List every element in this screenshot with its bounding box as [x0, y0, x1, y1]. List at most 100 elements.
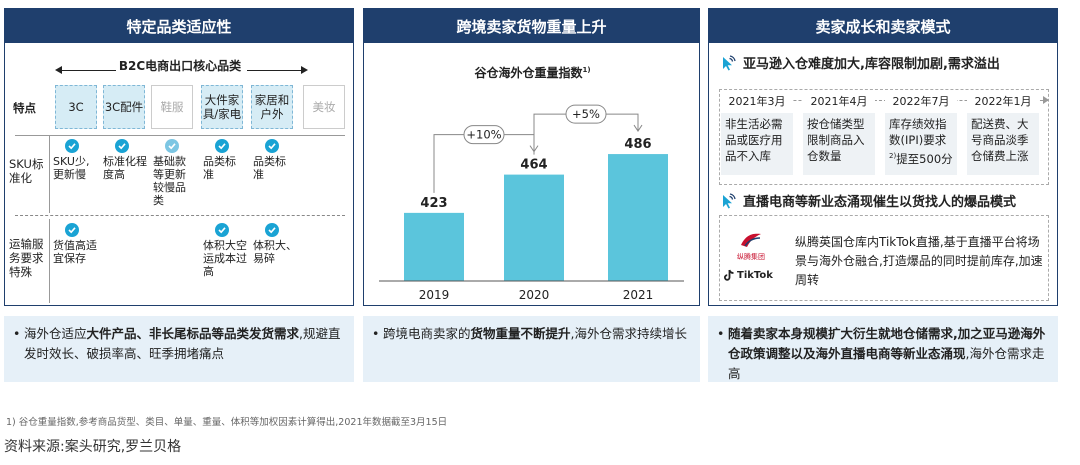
arrow-left-icon [55, 66, 62, 74]
bullet-text-bold: 随着卖家本身规模扩大衍生就地仓储需求,加之亚马逊海外仓政策调整以及海外直播电商等… [728, 326, 1046, 361]
panel-category-fit: 特定品类适应性 B2C电商出口核心品类 特点 3C 3C配件 鞋服 大件家具/家… [4, 8, 354, 306]
growth-pill [463, 125, 505, 145]
bullet-box-seller: • 随着卖家本身规模扩大衍生就地仓储需求,加之亚马逊海外仓政策调整以及海外直播电… [708, 316, 1058, 382]
check-icon [65, 223, 79, 237]
timeline-date: 2022年7月 [885, 93, 957, 109]
live-commerce-text: 纵腾英国仓库内TikTok直播,基于直播平台将场景与海外仓融合,打造爆品的同时提… [795, 235, 1043, 287]
bar-2021 [608, 154, 668, 281]
bar-value-label: 464 [520, 158, 547, 173]
bar-chart: 423 2019 464 2020 486 2021 +10% +5% [379, 104, 684, 302]
check-icon [265, 139, 279, 153]
bullet-dot: • [13, 326, 21, 341]
x-tick-label: 2019 [419, 288, 450, 302]
row-label-divider [49, 135, 50, 213]
panel-header: 跨境卖家货物重量上升 [364, 9, 699, 43]
category-home-outdoor: 家居和户外 [251, 85, 293, 129]
click-cursor-icon [723, 192, 736, 208]
timeline-date: 2021年3月 [721, 93, 793, 109]
category-beauty: 美妆 [303, 85, 345, 129]
check-icon [265, 223, 279, 237]
bullet-text-bold: 大件产品、非长尾标品等品类发货需求 [86, 326, 300, 341]
bullet-text: 跨境电商卖家的 [383, 326, 471, 341]
panel-header: 卖家成长和卖家模式 [709, 9, 1057, 43]
arrow-right-icon [301, 66, 308, 74]
bullet-text-bold: 货物重量不断提升 [470, 326, 571, 341]
footnote-mark: 2) [889, 152, 897, 160]
check-icon [165, 139, 179, 153]
row-label-divider [49, 219, 50, 303]
section-title-text: 直播电商等新业态涌现催生以货找人的爆品模式 [743, 195, 1017, 210]
chart-title-footnote-mark: 1) [582, 66, 591, 74]
sku-text-3c: SKU少,更新慢 [53, 155, 90, 181]
panel-header: 特定品类适应性 [5, 9, 353, 43]
row-divider-dashed [15, 215, 345, 216]
timeline-arrow-icon [1043, 96, 1049, 104]
logo-tiktok-text: TikTok [737, 270, 773, 281]
sku-text-home-outdoor: 品类标准 [253, 155, 286, 181]
ship-text-3c: 货值高适宜保存 [53, 239, 97, 265]
row-label-feature: 特点 [13, 101, 36, 115]
row-label-shipping: 运输服务要求特殊 [9, 237, 44, 279]
bar-2019 [404, 212, 464, 281]
logo-zongteng-text: 纵腾集团 [737, 253, 765, 261]
check-icon [65, 139, 79, 153]
check-icon [215, 223, 229, 237]
growth-pill [565, 104, 607, 124]
sku-text-3c-accessories: 标准化程度高 [103, 155, 147, 181]
panel-weight-increase: 跨境卖家货物重量上升 谷仓海外仓重量指数1) 423 2019 464 2020 486… [363, 8, 700, 306]
tiktok-logo-icon [724, 269, 734, 281]
section-title-amazon: 亚马逊入仓难度加大,库容限制加剧,需求溢出 [719, 53, 1000, 72]
ship-text-home-outdoor: 体积大、易碎 [253, 239, 297, 265]
check-icon [215, 139, 229, 153]
b2c-title: B2C电商出口核心品类 [118, 59, 242, 73]
timeline-card: 按仓储类型限制商品入仓数量 [803, 113, 875, 175]
zongteng-logo-icon [741, 233, 761, 247]
check-icon [115, 139, 129, 153]
bullet-box-category: • 海外仓适应大件产品、非长尾标品等品类发货需求,规避直发时效长、破损率高、旺季… [4, 316, 354, 382]
bullet-text: ,海外仓需求走高 [728, 346, 1045, 381]
bullet-text: ,规避直发时效长、破损率高、旺季拥堵痛点 [24, 326, 341, 361]
growth-arrow-icon [633, 124, 643, 132]
logo-tiktok: TikTok [723, 269, 773, 282]
timeline [719, 89, 1049, 185]
sku-text-apparel: 基础款等更新较慢品类 [153, 155, 186, 207]
growth-label: +10% [466, 128, 501, 142]
footnote: 1) 谷仓重量指数,参考商品货型、类目、单量、重量、体积等加权因素计算得出,20… [6, 417, 448, 428]
timeline-card: 非生活必需品或医疗用品不入库 [721, 113, 793, 175]
bullet-dot: • [717, 326, 725, 341]
bullet-text: ,海外仓需求持续增长 [570, 326, 688, 341]
bar-value-label: 423 [420, 196, 447, 211]
x-tick-label: 2020 [519, 288, 550, 302]
timeline-card-text: 库存绩效指数(IPI)要求 [889, 117, 947, 147]
row-label-sku: SKU标准化 [9, 157, 44, 185]
category-3c: 3C [55, 85, 97, 129]
bar-2020 [504, 174, 564, 281]
chart-title: 谷仓海外仓重量指数1) [364, 64, 701, 81]
category-furniture-appliance: 大件家具/家电 [201, 85, 243, 129]
timeline-date: 2022年1月 [967, 93, 1039, 109]
timeline-date: 2021年4月 [803, 93, 875, 109]
timeline-card: 库存绩效指数(IPI)要求 2)提至500分 [885, 113, 957, 175]
timeline-card: 配送费、大号商品淡季仓储费上涨 [967, 113, 1039, 175]
x-tick-label: 2021 [623, 288, 654, 302]
category-apparel: 鞋服 [151, 85, 193, 129]
ship-text-furniture: 体积大空运成本过高 [203, 239, 247, 278]
category-3c-accessories: 3C配件 [103, 85, 145, 129]
logo-zongteng: 纵腾集团 [731, 231, 771, 261]
growth-label: +5% [572, 107, 600, 121]
bullet-text: 海外仓适应 [24, 326, 87, 341]
source-note: 资料来源:案头研究,罗兰贝格 [4, 439, 182, 455]
bar-value-label: 486 [624, 137, 651, 152]
b2c-arrow-right [247, 70, 302, 71]
section-title-live: 直播电商等新业态涌现催生以货找人的爆品模式 [719, 191, 1016, 210]
bullet-box-weight: • 跨境电商卖家的货物重量不断提升,海外仓需求持续增长 [363, 316, 700, 382]
section-title-text: 亚马逊入仓难度加大,库容限制加剧,需求溢出 [743, 57, 1000, 72]
b2c-arrow-left [61, 70, 116, 71]
panel-seller-growth: 卖家成长和卖家模式 亚马逊入仓难度加大,库容限制加剧,需求溢出 2021年3月 … [708, 8, 1058, 306]
chart-title-text: 谷仓海外仓重量指数 [474, 66, 583, 80]
timeline-card-text: 提至500分 [896, 151, 953, 166]
live-box [719, 215, 1049, 301]
click-cursor-icon [723, 54, 736, 70]
row-divider [15, 135, 345, 136]
bullet-dot: • [372, 326, 380, 341]
